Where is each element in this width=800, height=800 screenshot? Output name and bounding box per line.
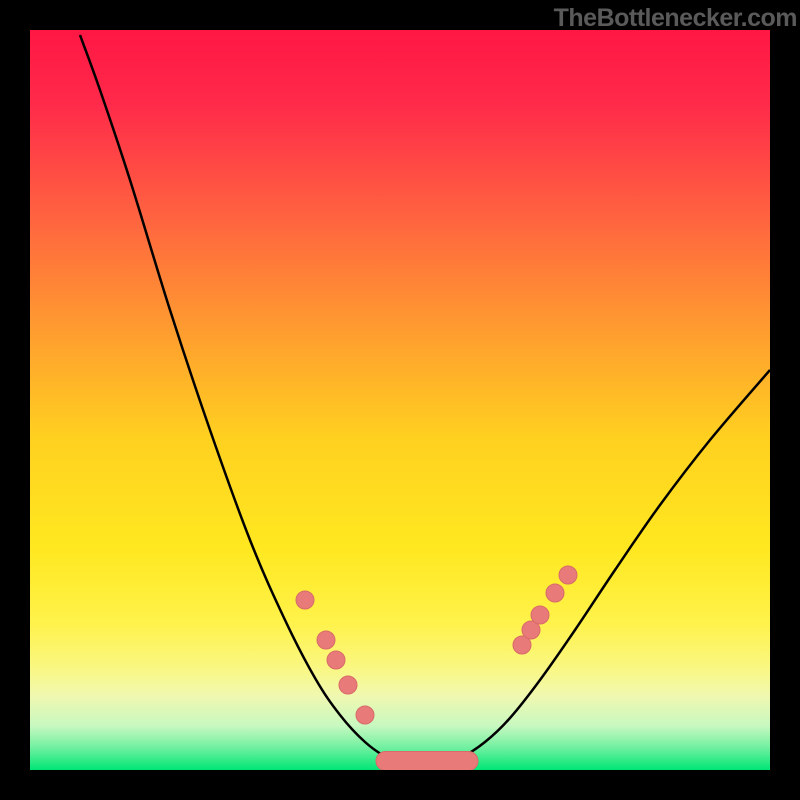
marker-dot — [296, 591, 314, 609]
marker-dot — [327, 651, 345, 669]
watermark-text: TheBottlenecker.com — [554, 4, 797, 33]
optimal-range-bar — [376, 752, 478, 771]
marker-dot — [531, 606, 549, 624]
marker-dot — [559, 566, 577, 584]
chart-background — [30, 30, 770, 770]
marker-dot — [356, 706, 374, 724]
marker-dot — [317, 631, 335, 649]
marker-dot — [546, 584, 564, 602]
marker-dot — [339, 676, 357, 694]
bottleneck-chart — [0, 0, 800, 800]
